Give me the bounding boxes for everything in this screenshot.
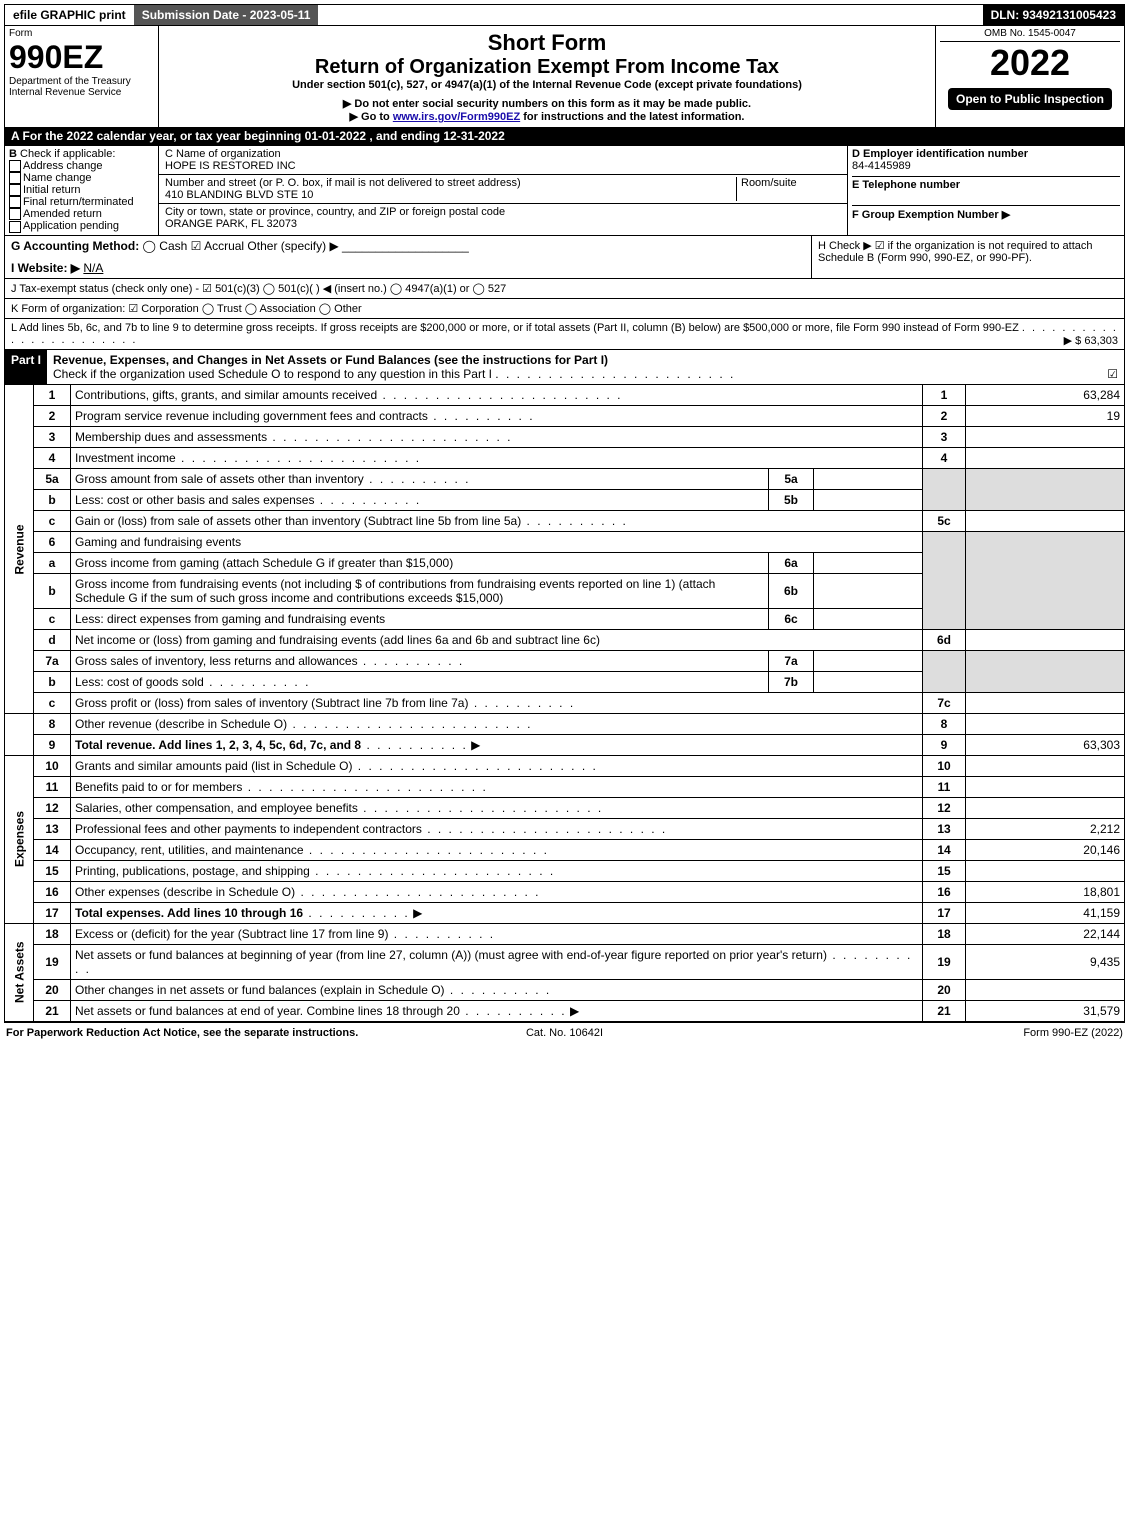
row-j: J Tax-exempt status (check only one) - ☑… <box>4 279 1125 299</box>
main-title: Return of Organization Exempt From Incom… <box>163 56 931 79</box>
part1-table: Revenue 1 Contributions, gifts, grants, … <box>4 385 1125 1022</box>
line18-value: 22,144 <box>966 923 1125 944</box>
dept-treasury: Department of the Treasury <box>9 76 154 87</box>
irs-label: Internal Revenue Service <box>9 87 154 98</box>
submission-date: Submission Date - 2023-05-11 <box>134 5 319 25</box>
line21-value: 31,579 <box>966 1000 1125 1021</box>
box-d: D Employer identification number 84-4145… <box>848 146 1124 235</box>
box-c: C Name of organization HOPE IS RESTORED … <box>159 146 848 235</box>
row-l: L Add lines 5b, 6c, and 7b to line 9 to … <box>4 319 1125 350</box>
box-h: H Check ▶ ☑ if the organization is not r… <box>811 236 1124 278</box>
row-k: K Form of organization: ☑ Corporation ◯ … <box>4 299 1125 319</box>
irs-link[interactable]: www.irs.gov/Form990EZ <box>393 111 520 123</box>
open-public-badge: Open to Public Inspection <box>948 88 1112 110</box>
line17-total-expenses: 41,159 <box>966 902 1125 923</box>
row-gh: G Accounting Method: ◯ Cash ☑ Accrual Ot… <box>4 236 1125 279</box>
entity-block: B Check if applicable: Address change Na… <box>4 146 1125 236</box>
line16-value: 18,801 <box>966 881 1125 902</box>
box-b: B Check if applicable: Address change Na… <box>5 146 159 235</box>
efile-label[interactable]: efile GRAPHIC print <box>5 5 134 25</box>
city-state-zip: ORANGE PARK, FL 32073 <box>165 218 297 230</box>
netassets-side-label: Net Assets <box>5 923 34 1021</box>
goto-note: ▶ Go to www.irs.gov/Form990EZ for instru… <box>163 110 931 123</box>
gross-receipts: ▶ $ 63,303 <box>1064 334 1118 347</box>
street: 410 BLANDING BLVD STE 10 <box>165 189 313 201</box>
form-ref: Form 990-EZ (2022) <box>751 1027 1123 1039</box>
room-suite: Room/suite <box>736 177 841 201</box>
line1-value: 63,284 <box>966 385 1125 406</box>
revenue-side-label: Revenue <box>5 385 34 714</box>
schedule-o-check: ☑ <box>1107 367 1118 381</box>
part1-label: Part I <box>5 350 47 384</box>
org-name: HOPE IS RESTORED INC <box>165 160 296 172</box>
form-word: Form <box>9 28 154 39</box>
checkbox-icon[interactable] <box>9 221 21 233</box>
line13-value: 2,212 <box>966 818 1125 839</box>
checkbox-icon[interactable] <box>9 160 21 172</box>
ssn-note: ▶ Do not enter social security numbers o… <box>163 97 931 110</box>
subtitle: Under section 501(c), 527, or 4947(a)(1)… <box>163 79 931 91</box>
checkbox-icon[interactable] <box>9 184 21 196</box>
line-a: A For the 2022 calendar year, or tax yea… <box>4 127 1125 146</box>
page-footer: For Paperwork Reduction Act Notice, see … <box>4 1022 1125 1043</box>
checkbox-icon[interactable] <box>9 172 21 184</box>
part1-header: Part I Revenue, Expenses, and Changes in… <box>4 350 1125 385</box>
line19-value: 9,435 <box>966 944 1125 979</box>
tax-year: 2022 <box>940 42 1120 84</box>
ein: 84-4145989 <box>852 160 911 172</box>
omb: OMB No. 1545-0047 <box>940 28 1120 42</box>
form-number: 990EZ <box>9 39 154 76</box>
dln: DLN: 93492131005423 <box>983 5 1124 25</box>
line9-total-revenue: 63,303 <box>966 734 1125 755</box>
website: N/A <box>83 261 103 275</box>
checkbox-icon[interactable] <box>9 208 21 220</box>
line14-value: 20,146 <box>966 839 1125 860</box>
expenses-side-label: Expenses <box>5 755 34 923</box>
form-header: Form 990EZ Department of the Treasury In… <box>4 26 1125 127</box>
checkbox-icon[interactable] <box>9 196 21 208</box>
line2-value: 19 <box>966 405 1125 426</box>
top-bar: efile GRAPHIC print Submission Date - 20… <box>4 4 1125 26</box>
cat-no: Cat. No. 10642I <box>378 1027 750 1039</box>
short-form-title: Short Form <box>163 30 931 56</box>
